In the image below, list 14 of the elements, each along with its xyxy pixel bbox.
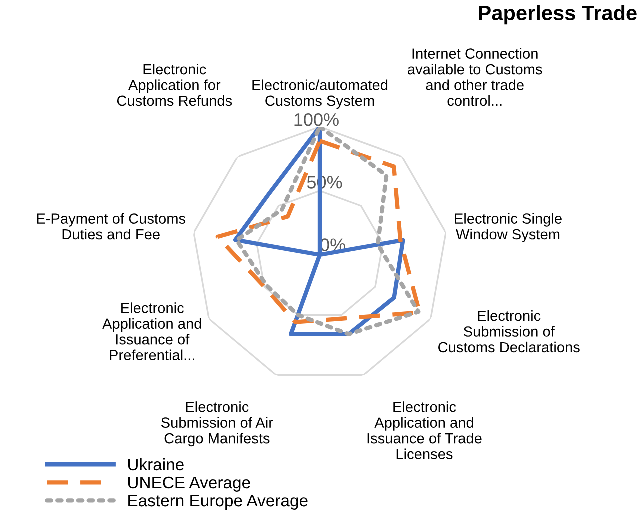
legend-label: Ukraine	[128, 458, 184, 471]
legend-label: Eastern Europe Average	[128, 495, 308, 510]
spoke-label: Electronic/automated Customs System	[252, 80, 388, 109]
spoke-label: Electronic Application and Issuance of Preferential...	[102, 302, 202, 360]
spoke-label: Electronic Application for Customs Refunds	[117, 64, 232, 106]
spoke-label: Internet Connection available to Customs and other trade control...	[408, 48, 542, 106]
spoke-label: Electronic Submission of Air Cargo Manifests	[161, 402, 274, 447]
spoke-label: Electronic Single Window System	[455, 213, 562, 243]
spoke-label: E-Payment of Customs Duties and Fee	[37, 213, 186, 240]
spoke-label: Electronic Application and Issuance of Trade Licenses	[368, 402, 482, 460]
chart-title: Paperless Trade	[479, 5, 637, 25]
y-tick-label: 100%	[294, 113, 339, 126]
legend-label: UNECE Average	[128, 476, 250, 492]
spoke-label: Electronic Submission of Customs Declarations	[438, 310, 580, 353]
